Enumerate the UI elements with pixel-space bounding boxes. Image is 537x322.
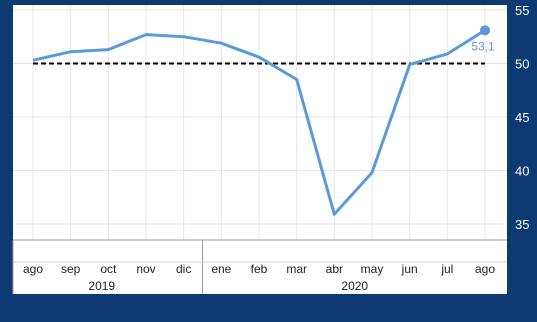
x-tick-label-4: dic [176,262,191,276]
y-tick-label-50: 50 [515,56,529,71]
x-tick-label-8: abr [326,262,343,276]
last-point-marker [480,25,490,36]
x-tick-label-3: nov [136,262,155,276]
year-group-labels: 2019 2020 [88,279,368,293]
x-tick-label-7: mar [286,262,307,276]
year-label-2020: 2020 [341,279,368,293]
axis-frame [12,239,507,294]
grid-lines [13,5,507,240]
x-tick-label-6: feb [251,262,268,276]
x-tick-label-9: may [361,262,384,276]
x-tick-label-11: jul [440,262,453,276]
last-value-label: 53,1 [471,39,495,53]
series-group: 53,1 [32,25,495,216]
x-tick-label-10: jun [401,262,418,276]
year-label-2019: 2019 [88,279,115,293]
x-tick-label-2: oct [100,262,117,276]
y-axis-ticks: 35 40 45 50 55 [515,3,529,232]
x-axis-ticks: ago sep oct nov dic ene feb mar abr may jun jul ago [23,262,495,276]
y-tick-label-55: 55 [515,3,529,18]
y-tick-label-45: 45 [515,110,529,125]
x-tick-label-5: ene [211,262,231,276]
y-tick-label-35: 35 [515,217,529,232]
x-tick-label-0: ago [23,262,43,276]
y-tick-label-40: 40 [515,163,529,178]
plot-area [13,5,507,294]
x-tick-label-12: ago [475,262,495,276]
x-tick-label-1: sep [61,262,81,276]
